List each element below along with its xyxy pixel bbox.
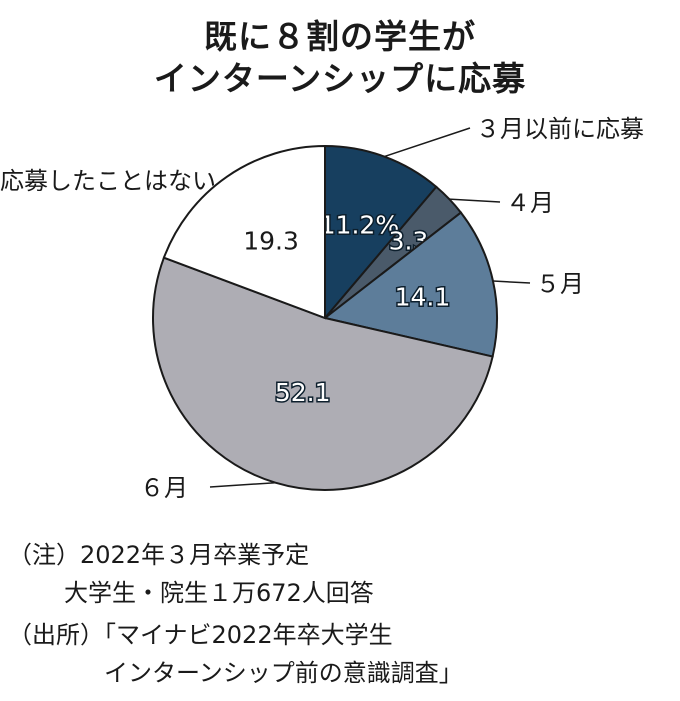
leader-line [384, 127, 471, 158]
source-line-2: インターンシップ前の意識調査」 [104, 659, 463, 687]
leader-line [209, 481, 276, 488]
chart-title-line-1: 既に８割の学生が [204, 17, 476, 56]
slice-value-label: 52.1 [275, 378, 331, 407]
pie-slice [152, 256, 494, 491]
slice-category-label: ６月 [140, 474, 188, 502]
slice-category-label: ３月以前に応募 [476, 115, 644, 143]
pie-slice [162, 144, 326, 320]
leader-line [492, 280, 531, 284]
slice-category-label: ５月 [536, 270, 584, 298]
leader-line [449, 198, 501, 203]
slice-category-label: ４月 [506, 189, 554, 217]
slice-category-label: 応募したことはない [0, 167, 216, 195]
note-line-2: 大学生・院生１万672人回答 [64, 579, 374, 607]
slice-value-label: 11.2% [320, 210, 399, 239]
note-line-1: （注）2022年３月卒業予定 [8, 541, 310, 569]
source-line-1: （出所）「マイナビ2022年卒大学生 [8, 621, 393, 649]
slice-value-label: 19.3 [243, 226, 299, 255]
chart-title-line-2: インターンシップに応募 [153, 59, 527, 98]
slice-value-label: 14.1 [395, 283, 451, 312]
